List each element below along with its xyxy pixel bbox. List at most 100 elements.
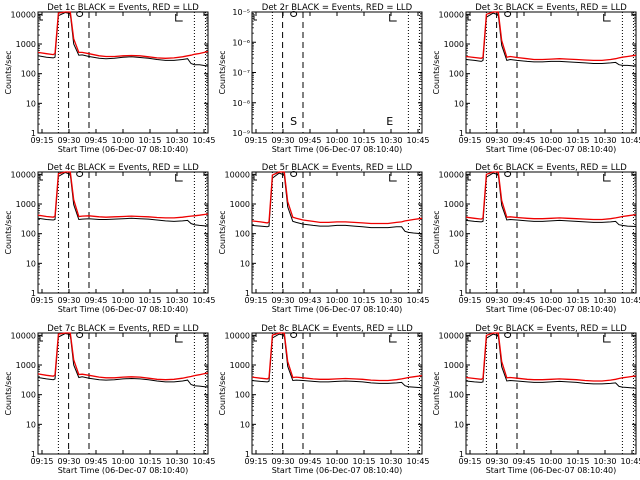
plot-frame <box>37 11 209 134</box>
lld-series-line <box>251 171 423 225</box>
panel-9: Det 9c BLACK = Events, RED = LLD 1 10 100 10… <box>432 324 640 475</box>
x-tick-label: 10:45 <box>192 136 215 145</box>
panel-title: Det 8c BLACK = Events, RED = LLD <box>261 324 413 334</box>
plot-frame <box>251 332 423 455</box>
y-tick-label: 1 <box>245 289 250 298</box>
x-tick-label: 10:45 <box>620 457 640 466</box>
x-tick-label: 10:00 <box>325 457 348 466</box>
x-tick-label: 10:45 <box>620 296 640 305</box>
x-tick-label: 10:45 <box>192 457 215 466</box>
plot-frame <box>465 171 637 294</box>
start-bracket-marker <box>39 335 43 342</box>
lld-series-line <box>465 11 637 62</box>
x-tick-label: 10:00 <box>111 457 134 466</box>
y-tick-label: 10 <box>26 259 36 268</box>
y-tick-label: 10 <box>454 99 464 108</box>
y-tick-label: 10⁻⁹ <box>232 129 250 138</box>
x-axis-label: Start Time (06-Dec-07 08:10:40) <box>486 466 617 475</box>
x-tick-label: 10:00 <box>539 457 562 466</box>
x-tick-label: 10:00 <box>111 136 134 145</box>
x-tick-label: 10:15 <box>138 136 161 145</box>
y-tick-label: 1000 <box>444 200 464 209</box>
y-tick-label: 100 <box>449 230 464 239</box>
y-tick-label: 10000 <box>11 10 36 19</box>
plot-frame <box>465 332 637 455</box>
y-tick-label: 1 <box>31 289 36 298</box>
panel-title: Det 9c BLACK = Events, RED = LLD <box>475 324 627 334</box>
x-tick-label: 09:30 <box>57 457 80 466</box>
y-axis-label: Counts/sec <box>432 210 441 254</box>
x-tick-label: 10:30 <box>593 296 616 305</box>
y-tick-label: 1 <box>31 450 36 459</box>
x-tick-label: 10:30 <box>379 136 402 145</box>
x-tick-label: 09:45 <box>84 457 107 466</box>
x-tick-label: 10:15 <box>352 457 375 466</box>
end-bracket-marker <box>175 174 183 182</box>
y-tick-label: 100 <box>235 230 250 239</box>
y-tick-label: 10 <box>26 99 36 108</box>
x-tick-label: 09:45 <box>512 296 535 305</box>
x-tick-label: 10:45 <box>406 457 429 466</box>
x-tick-label: 09:15 <box>244 457 267 466</box>
events-series-line <box>465 172 637 227</box>
x-axis-label: Start Time (06-Dec-07 08:10:40) <box>58 305 189 314</box>
panel-title: Det 6c BLACK = Events, RED = LLD <box>475 163 627 173</box>
panel-7: Det 7c BLACK = Events, RED = LLD 1 10 100 10… <box>4 324 216 475</box>
x-tick-label: 09:30 <box>57 136 80 145</box>
panel-title: Det 2r BLACK = Events, RED = LLD <box>262 3 413 13</box>
panel-2: Det 2r BLACK = Events, RED = LLD 10⁻⁹ 10⁻⁸… <box>218 3 430 154</box>
y-axis-label: Counts/sec <box>218 210 227 254</box>
x-tick-label: 09:30 <box>271 136 294 145</box>
y-axis-label: Counts/sec <box>4 371 13 415</box>
y-tick-label: 10000 <box>11 170 36 179</box>
panel-title: Det 1c BLACK = Events, RED = LLD <box>47 3 199 13</box>
y-tick-label: 1000 <box>230 200 250 209</box>
end-bracket-marker <box>389 335 397 343</box>
panel-5: Det 5r BLACK = Events, RED = LLD 1 10 100 10… <box>218 163 430 314</box>
panel-8: Det 8c BLACK = Events, RED = LLD 1 10 100 10… <box>218 324 430 475</box>
x-tick-label: 09:15 <box>458 296 481 305</box>
plot-frame <box>37 171 209 294</box>
x-tick-label: 10:15 <box>138 457 161 466</box>
x-tick-label: 09:30 <box>485 457 508 466</box>
y-tick-label: 10000 <box>439 10 464 19</box>
events-series-line <box>251 172 423 235</box>
peak-circle-marker <box>290 332 298 338</box>
peak-circle-marker <box>504 171 512 177</box>
y-axis-label: Counts/sec <box>432 371 441 415</box>
lld-series-line <box>465 171 637 221</box>
events-series-line <box>465 12 637 67</box>
y-tick-label: 10000 <box>225 170 250 179</box>
plot-frame <box>37 332 209 455</box>
x-tick-label: 09:30 <box>271 296 294 305</box>
y-tick-label: 1 <box>459 289 464 298</box>
peak-circle-marker <box>76 11 84 17</box>
y-tick-label: 1 <box>31 129 36 138</box>
x-tick-label: 10:00 <box>539 136 562 145</box>
start-bracket-marker <box>253 174 257 181</box>
s-marker-label: S <box>290 115 297 128</box>
x-axis-label: Start Time (06-Dec-07 08:10:40) <box>272 145 403 154</box>
lld-series-line <box>465 332 637 382</box>
start-bracket-marker <box>467 14 471 21</box>
end-bracket-marker <box>389 174 397 182</box>
plot-frame <box>251 171 423 294</box>
x-axis-label: Start Time (06-Dec-07 08:10:40) <box>486 305 617 314</box>
y-tick-label: 1 <box>459 450 464 459</box>
x-tick-label: 10:00 <box>111 296 134 305</box>
y-tick-label: 1 <box>245 450 250 459</box>
panel-1: Det 1c BLACK = Events, RED = LLD 1 10 100 10… <box>4 3 216 154</box>
lld-series-line <box>251 332 423 382</box>
lld-series-line <box>37 332 209 381</box>
start-bracket-marker <box>39 174 43 181</box>
events-series-line <box>251 333 423 389</box>
y-tick-label: 10 <box>454 420 464 429</box>
x-tick-label: 09:15 <box>30 136 53 145</box>
x-tick-label: 10:30 <box>379 457 402 466</box>
panel-3: Det 3c BLACK = Events, RED = LLD 1 10 100 10… <box>432 3 640 154</box>
x-tick-label: 10:30 <box>593 457 616 466</box>
x-tick-label: 10:15 <box>566 136 589 145</box>
y-tick-label: 10 <box>240 259 250 268</box>
start-bracket-marker <box>467 174 471 181</box>
